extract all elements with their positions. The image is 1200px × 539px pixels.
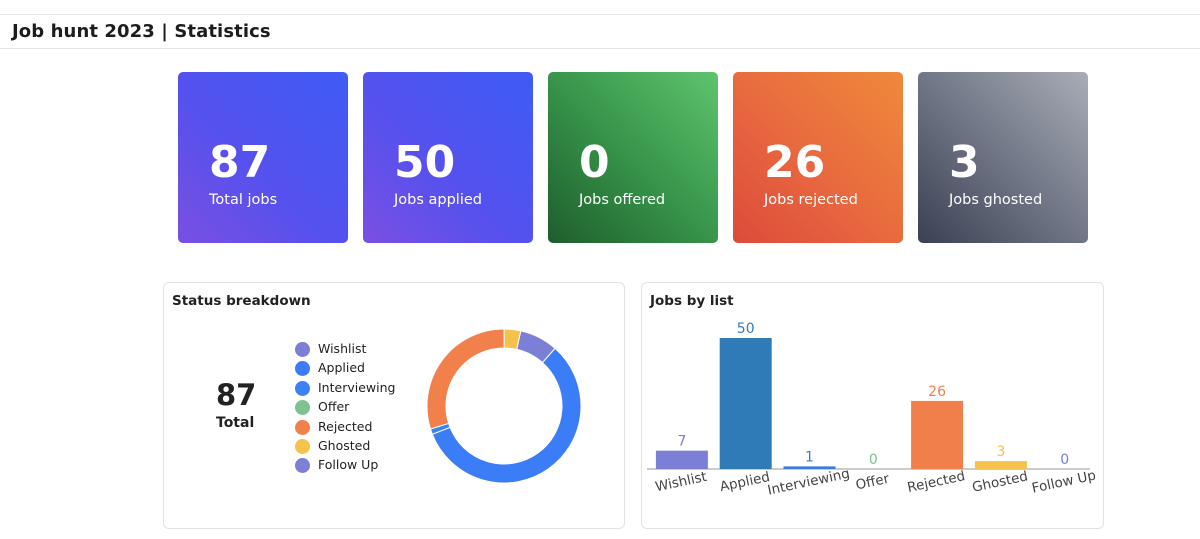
tick-label-follow-up: Follow Up (1030, 467, 1097, 496)
card-label: Jobs applied (394, 192, 482, 208)
jobs-ghosted-card[interactable]: 3 Jobs ghosted (918, 72, 1088, 243)
donut-slice-rejected[interactable] (426, 328, 505, 430)
data-label-wishlist: 7 (677, 434, 686, 450)
legend-label: Follow Up (318, 457, 379, 473)
panel-title: Jobs by list (650, 293, 734, 309)
data-label-rejected: 26 (928, 384, 946, 400)
status-donut-chart[interactable] (426, 328, 582, 484)
card-label: Total jobs (209, 192, 278, 208)
tick-label-applied: Applied (718, 469, 771, 495)
data-label-offer: 0 (869, 452, 878, 468)
total-count: 87 (216, 378, 257, 412)
bar-applied[interactable] (719, 338, 772, 469)
legend-label: Applied (318, 360, 365, 376)
legend-label: Offer (318, 399, 350, 415)
tick-label-rejected: Rejected (906, 468, 967, 496)
jobs-applied-card[interactable]: 50 Jobs applied (363, 72, 533, 243)
jobs-offered-card[interactable]: 0 Jobs offered (548, 72, 718, 243)
page-title: Job hunt 2023 | Statistics (12, 21, 271, 42)
bar-wishlist[interactable] (655, 450, 708, 469)
data-label-ghosted: 3 (996, 444, 1005, 460)
page-header: Job hunt 2023 | Statistics (0, 15, 1200, 49)
tick-label-offer: Offer (854, 471, 891, 494)
bar-ghosted[interactable] (974, 461, 1027, 469)
legend-swatch (295, 380, 310, 396)
donut-slice-applied[interactable] (431, 347, 582, 484)
status-breakdown-panel: Status breakdown 87 Total Wishlist Appli… (163, 282, 625, 529)
legend-swatch (295, 361, 310, 377)
card-label: Jobs offered (579, 192, 666, 208)
card-value: 3 (949, 137, 980, 188)
tick-label-ghosted: Ghosted (971, 468, 1030, 495)
jobs-rejected-card[interactable]: 26 Jobs rejected (733, 72, 903, 243)
legend-label: Ghosted (318, 437, 371, 453)
card-label: Jobs rejected (764, 192, 858, 208)
data-label-follow-up: 0 (1060, 452, 1069, 468)
data-label-applied: 50 (737, 321, 755, 337)
jobs-by-list-panel: Jobs by list 7 Wishlist 50 Applied 1 Intervie… (641, 282, 1104, 529)
legend-swatch (295, 342, 310, 357)
card-value: 50 (394, 137, 456, 188)
legend-swatch (295, 458, 310, 474)
tick-label-wishlist: Wishlist (654, 469, 708, 496)
card-value: 87 (209, 137, 271, 188)
top-divider (0, 14, 1200, 15)
card-label: Jobs ghosted (949, 192, 1043, 208)
bar-interviewing[interactable] (783, 466, 836, 469)
legend-label: Rejected (318, 418, 373, 434)
legend-swatch (295, 438, 310, 454)
total-jobs-card[interactable]: 87 Total jobs (178, 72, 348, 243)
legend-swatch (295, 400, 310, 416)
card-value: 0 (579, 137, 610, 188)
panel-title: Status breakdown (172, 293, 311, 309)
card-value: 26 (764, 137, 826, 188)
donut-slice-ghosted[interactable] (503, 328, 522, 350)
legend-label: Wishlist (318, 341, 367, 356)
legend-label: Interviewing (318, 379, 396, 395)
bar-rejected[interactable] (911, 400, 964, 469)
total-label: Total (216, 415, 255, 431)
data-label-interviewing: 1 (805, 449, 814, 465)
legend-swatch (295, 419, 310, 435)
tick-label-interviewing: Interviewing (766, 466, 851, 499)
